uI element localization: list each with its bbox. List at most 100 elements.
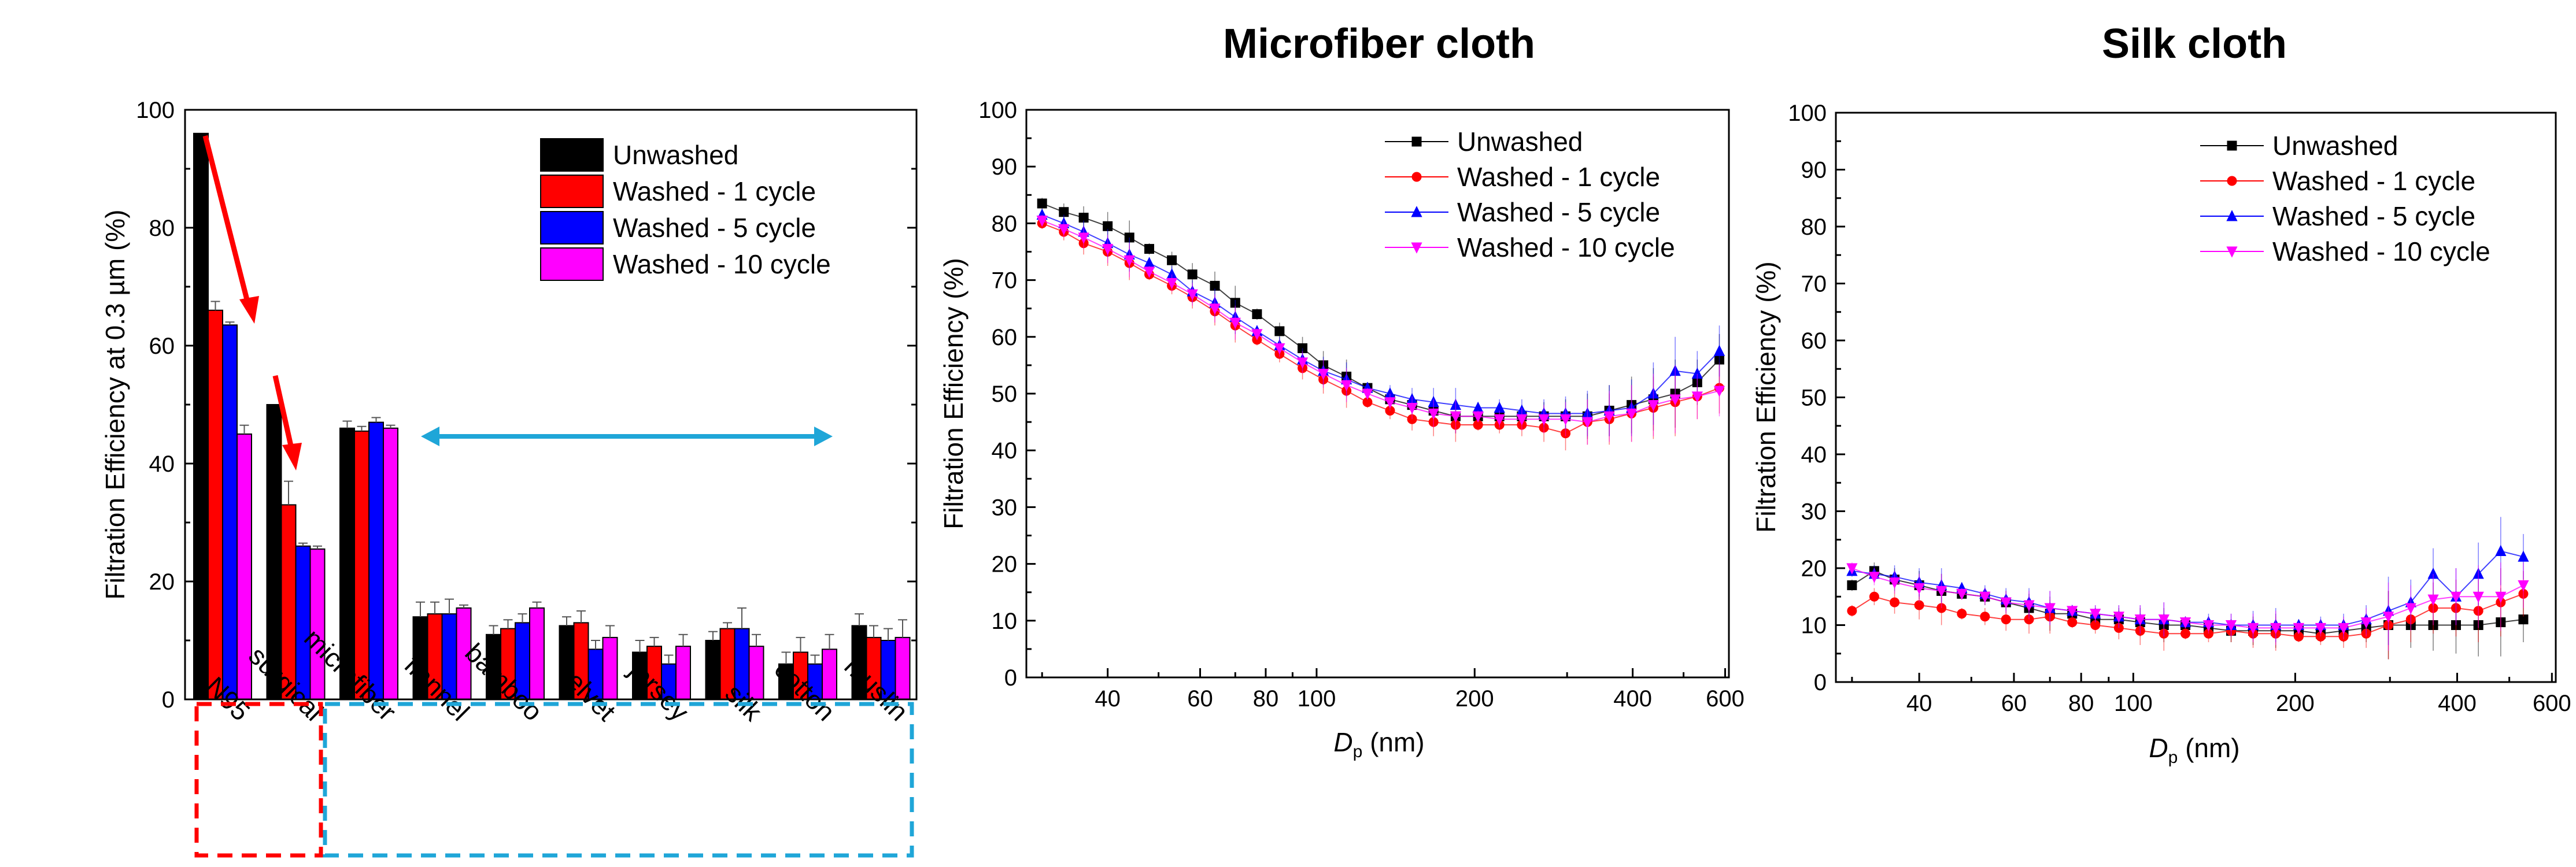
legend-marker [2227, 176, 2237, 186]
data-point-washed-1-cycle [1980, 612, 1990, 622]
data-point-washed-5-cycle [2495, 544, 2507, 556]
y-tick-label: 80 [149, 216, 175, 241]
legend-label: Washed - 5 cycle [613, 213, 816, 243]
y-tick-label: 20 [1801, 556, 1827, 581]
data-point-unwashed [1037, 198, 1047, 209]
y-axis-ticks: 0 10 20 30 40 50 60 70 80 90 100 [1788, 101, 1845, 695]
x-axis-label: Dp (nm) [1333, 727, 1424, 761]
data-point-washed-10-cycle [1691, 391, 1703, 403]
data-point-washed-1-cycle [1957, 609, 1967, 619]
data-point-washed-10-cycle [2450, 591, 2462, 603]
data-point-washed-10-cycle [1296, 357, 1309, 369]
y-tick-label: 0 [162, 687, 175, 713]
y-tick-label: 20 [992, 552, 1018, 577]
y-tick-label: 0 [1814, 670, 1827, 695]
legend-label: Unwashed [613, 140, 738, 170]
data-point-washed-10-cycle [2044, 603, 2056, 614]
x-axis-ticks: 40 60 80 100 200 400 600 [1851, 673, 2571, 716]
y-axis-ticks: 0 10 20 30 40 50 60 70 80 90 100 [978, 98, 1036, 691]
data-point-washed-10-cycle [1647, 400, 1659, 412]
data-point-washed-10-cycle [1626, 408, 1638, 420]
fabrics-group-box [323, 702, 914, 858]
y-tick-label: 60 [149, 334, 175, 359]
data-point-unwashed [1187, 269, 1198, 280]
x-tick-label: 400 [1613, 686, 1652, 712]
legend-marker [1411, 172, 1422, 182]
y-tick-label: 80 [1801, 214, 1827, 240]
y-tick-label: 60 [1801, 328, 1827, 354]
data-point-washed-10-cycle [2518, 580, 2529, 592]
data-point-unwashed [1167, 255, 1177, 265]
data-point-washed-1-cycle [2001, 614, 2011, 625]
series-line-washed-10-cycle [1041, 220, 1720, 423]
data-point-washed-10-cycle [1516, 414, 1528, 425]
series-lines-group [1036, 198, 1725, 451]
legend-label: Unwashed [2272, 131, 2398, 161]
data-point-washed-10-cycle [2495, 591, 2507, 603]
data-point-washed-1-cycle [2067, 617, 2078, 628]
bar-velvet-washed-10-cycle [602, 636, 618, 701]
data-point-washed-10-cycle [2158, 614, 2170, 626]
data-point-washed-10-cycle [2023, 600, 2035, 612]
legend-label: Washed - 1 cycle [613, 176, 816, 206]
data-point-washed-10-cycle [2113, 612, 2124, 623]
data-point-washed-10-cycle [1209, 303, 1221, 315]
data-point-unwashed [1274, 326, 1285, 336]
data-point-washed-10-cycle [2360, 617, 2372, 629]
data-point-washed-10-cycle [2247, 623, 2259, 635]
data-point-washed-10-cycle [2270, 623, 2282, 635]
bar-silk-unwashed [705, 640, 721, 700]
bar-microfiber-washed-10-cycle [383, 427, 398, 700]
bar-surgical-washed-10-cycle [309, 548, 326, 701]
data-point-washed-10-cycle [1581, 417, 1593, 428]
data-point-washed-10-cycle [1913, 583, 1925, 595]
data-point-washed-10-cycle [1979, 591, 1991, 603]
y-tick-label: 40 [1801, 442, 1827, 468]
bar-n95-washed-10-cycle [236, 433, 252, 700]
microfiber-chart-panel: Microfiber cloth 0102030405060708090100 … [938, 21, 1745, 761]
data-point-washed-10-cycle [1603, 411, 1615, 423]
data-point-washed-10-cycle [1936, 586, 1947, 598]
x-axis-label: Dp (nm) [2149, 733, 2239, 767]
x-tick-label: 600 [1706, 686, 1745, 712]
data-point-washed-10-cycle [1166, 278, 1178, 290]
legend-label: Washed - 5 cycle [2272, 201, 2475, 231]
data-point-washed-10-cycle [2179, 617, 2191, 629]
data-point-washed-10-cycle [1428, 408, 1439, 420]
bar-n95-washed-5-cycle [222, 324, 238, 700]
data-point-washed-1-cycle [1890, 597, 1900, 607]
bar-microfiber-washed-5-cycle [368, 421, 384, 700]
legend: Unwashed Washed - 1 cycle Washed - 5 cycle… [2200, 131, 2490, 266]
data-point-washed-10-cycle [2000, 597, 2012, 609]
data-point-washed-10-cycle [1846, 563, 1858, 575]
data-point-washed-10-cycle [2405, 603, 2416, 614]
legend-marker [1411, 242, 1422, 254]
error-bar-group [210, 301, 907, 664]
data-point-washed-10-cycle [1274, 343, 1285, 355]
data-point-unwashed [1252, 309, 1262, 320]
legend-label: Washed - 5 cycle [1457, 197, 1660, 227]
y-tick-label: 90 [992, 154, 1018, 180]
data-point-washed-10-cycle [1868, 572, 1880, 583]
x-tick-label: 60 [2001, 691, 2027, 716]
data-point-washed-10-cycle [1494, 414, 1505, 425]
y-tick-label: 20 [149, 569, 175, 595]
data-point-washed-10-cycle [1450, 411, 1462, 423]
y-tick-label: 40 [149, 451, 175, 477]
data-point-washed-10-cycle [1362, 388, 1373, 400]
data-point-washed-1-cycle [2180, 628, 2191, 639]
legend-label: Washed - 1 cycle [1457, 162, 1660, 192]
data-point-washed-10-cycle [1406, 403, 1418, 414]
data-point-washed-10-cycle [1888, 577, 1901, 589]
x-tick-label: 80 [2068, 691, 2094, 716]
x-tick-label: 200 [2276, 691, 2315, 716]
y-axis-label: Filtration Efficiency at 0.3 µm (%) [100, 210, 130, 600]
y-tick-label: 70 [992, 268, 1018, 294]
y-axis-ticks: 0 20 40 60 80 100 [136, 98, 916, 713]
data-point-washed-1-cycle [1847, 606, 1857, 616]
plot-frame [1835, 112, 2557, 683]
data-point-washed-10-cycle [1538, 414, 1550, 425]
decrease-arrow-surgical [272, 375, 302, 470]
y-tick-label: 50 [1801, 386, 1827, 411]
